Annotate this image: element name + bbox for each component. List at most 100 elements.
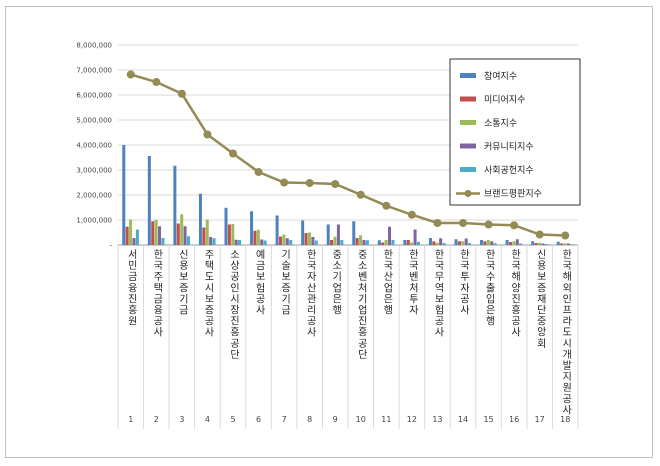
bar-2 xyxy=(176,223,180,245)
bar-1 xyxy=(480,240,484,245)
bar-3 xyxy=(563,243,567,245)
bar-1 xyxy=(403,240,407,245)
bar-3 xyxy=(282,234,286,245)
y-tick-label: 2,000,000 xyxy=(76,192,112,200)
bar-4 xyxy=(234,239,238,245)
bar-3 xyxy=(256,229,260,245)
bar-4 xyxy=(311,237,315,245)
bar-1 xyxy=(531,241,535,245)
category-index: 10 xyxy=(356,415,366,424)
legend-marker xyxy=(464,190,472,197)
bar-3 xyxy=(512,241,516,245)
category-index: 7 xyxy=(282,415,287,424)
bar-3 xyxy=(154,219,158,245)
bar-2 xyxy=(457,241,461,245)
bar-5 xyxy=(442,243,446,245)
category-index: 2 xyxy=(154,415,159,424)
line-point xyxy=(331,180,340,188)
bar-1 xyxy=(173,165,177,245)
line-point xyxy=(382,201,391,210)
bar-1 xyxy=(147,156,151,245)
bar-4 xyxy=(209,237,213,245)
bar-1 xyxy=(326,224,330,245)
y-tick-label: 4,000,000 xyxy=(76,142,112,150)
bar-4 xyxy=(285,238,289,245)
bar-5 xyxy=(519,243,523,245)
line-point xyxy=(510,221,519,230)
bar-5 xyxy=(135,229,139,245)
line-point xyxy=(305,179,314,187)
line-point xyxy=(126,70,135,79)
category-index: 18 xyxy=(560,415,570,424)
bar-4 xyxy=(336,224,340,245)
bar-2 xyxy=(227,224,231,245)
bar-4 xyxy=(388,226,392,245)
legend-swatch xyxy=(460,96,476,102)
bar-1 xyxy=(198,193,202,245)
bar-5 xyxy=(416,241,420,245)
category-index: 3 xyxy=(179,415,184,424)
bar-5 xyxy=(314,240,318,245)
bar-2 xyxy=(483,241,487,245)
bar-4 xyxy=(464,238,468,245)
bar-2 xyxy=(304,233,308,245)
category-index: 1 xyxy=(128,415,133,424)
category-index: 16 xyxy=(509,415,519,424)
line-point xyxy=(203,130,212,139)
bar-series xyxy=(122,145,574,245)
bar-3 xyxy=(359,235,363,245)
legend-swatch xyxy=(460,143,476,149)
bar-4 xyxy=(490,241,494,245)
gridlines xyxy=(118,44,578,246)
bar-1 xyxy=(122,145,126,245)
y-tick-label: - xyxy=(109,242,112,250)
bar-5 xyxy=(365,240,369,245)
y-tick-label: 6,000,000 xyxy=(76,92,112,100)
bar-4 xyxy=(132,238,136,245)
y-tick-label: 5,000,000 xyxy=(76,117,112,125)
legend-label: 미디어지수 xyxy=(484,95,525,106)
bar-5 xyxy=(186,236,190,245)
bar-2 xyxy=(151,221,155,245)
bar-2 xyxy=(125,226,129,245)
bar-5 xyxy=(161,238,165,245)
bar-2 xyxy=(534,243,538,245)
line-series xyxy=(126,70,570,240)
bar-5 xyxy=(570,244,574,245)
bar-3 xyxy=(486,240,490,245)
y-tick-label: 1,000,000 xyxy=(76,217,112,225)
line-point xyxy=(177,89,186,98)
bar-1 xyxy=(224,207,228,245)
bar-3 xyxy=(129,219,133,245)
legend-swatch xyxy=(460,167,476,172)
bar-2 xyxy=(202,227,206,245)
bar-3 xyxy=(461,241,465,245)
y-tick-label: 8,000,000 xyxy=(76,42,112,50)
category-index: 15 xyxy=(483,415,493,424)
bar-3 xyxy=(435,242,439,245)
bar-3 xyxy=(410,242,414,245)
bar-1 xyxy=(556,241,560,245)
bar-1 xyxy=(454,239,458,245)
category-index: 11 xyxy=(381,415,391,424)
bar-5 xyxy=(340,240,344,245)
legend-swatch xyxy=(460,73,476,78)
bar-5 xyxy=(263,240,267,245)
bar-4 xyxy=(566,243,570,245)
legend-label: 소통지수 xyxy=(484,118,517,129)
bar-2 xyxy=(355,238,359,245)
category-index: 17 xyxy=(535,415,545,424)
line-point xyxy=(459,219,467,227)
line-point xyxy=(484,220,493,229)
line-point xyxy=(535,230,544,239)
